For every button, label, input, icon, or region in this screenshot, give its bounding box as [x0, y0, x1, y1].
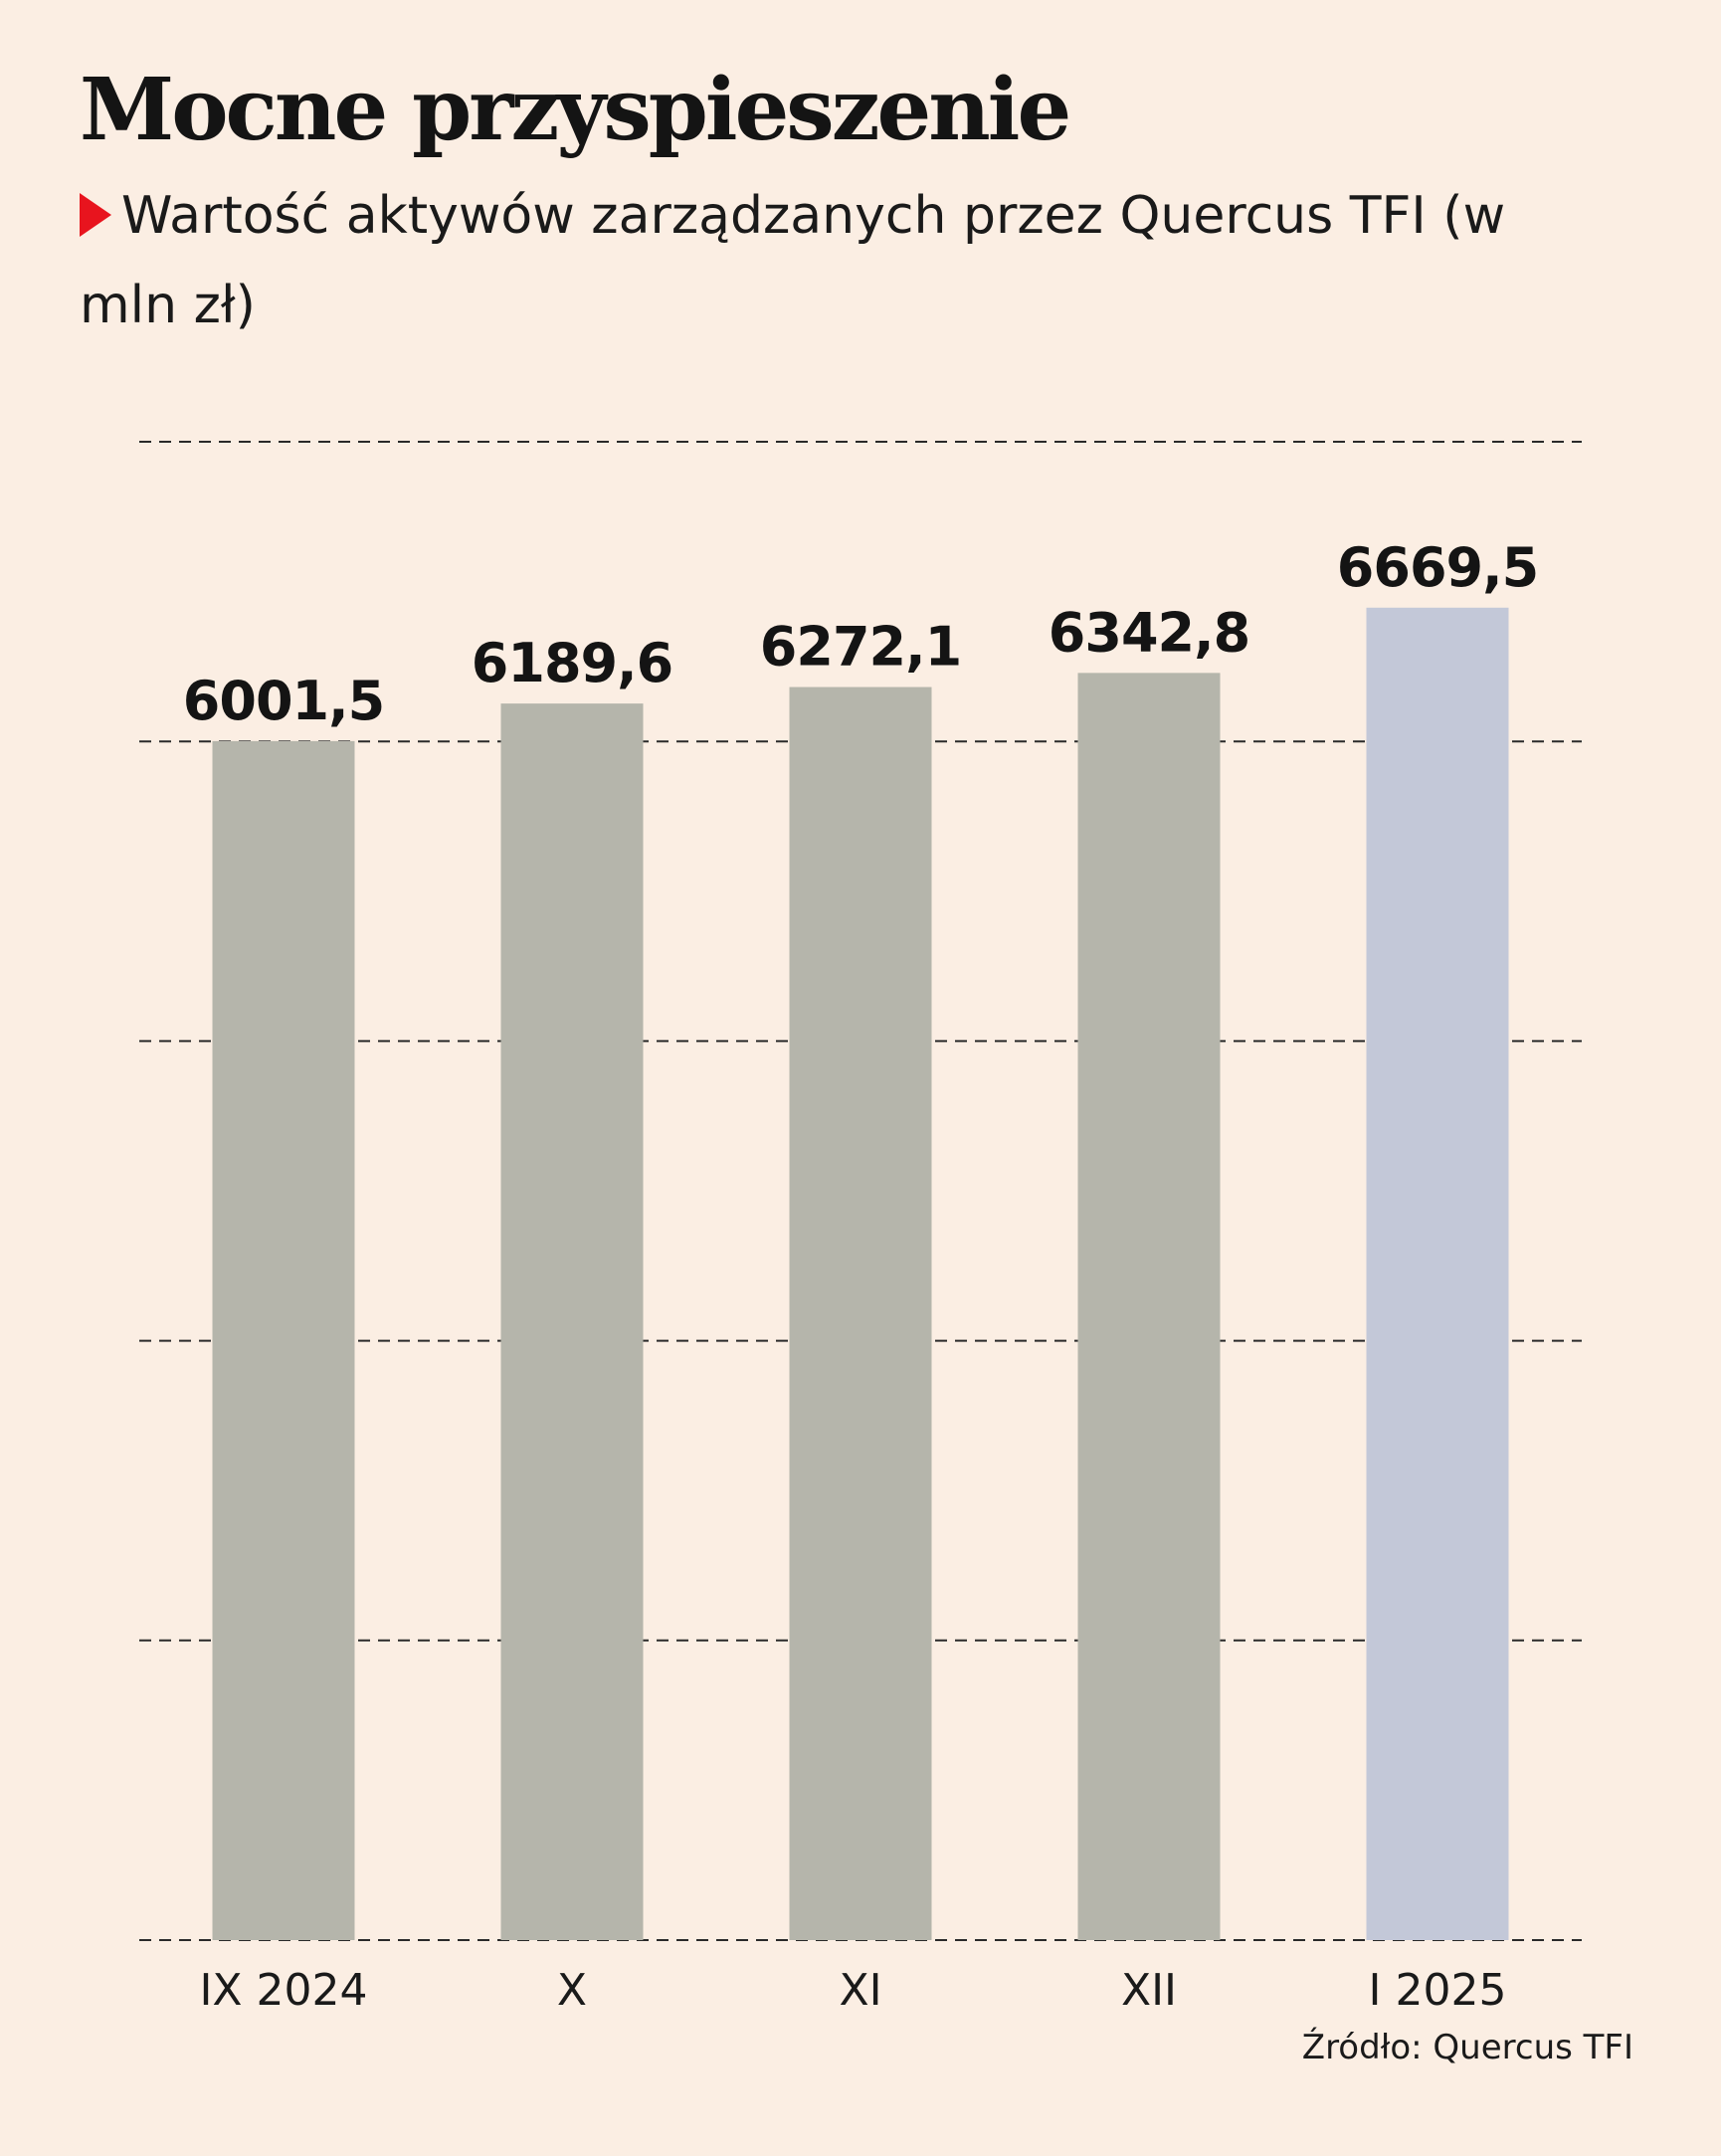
- bar-1: [500, 703, 644, 1940]
- value-label-2: 6272,1: [760, 616, 961, 679]
- x-tick-label-2: XI: [839, 1965, 881, 2016]
- source-note: Źródło: Quercus TFI: [1301, 2028, 1633, 2067]
- chart-title: Mocne przyspieszenie: [80, 60, 1071, 160]
- x-tick-label-3: XII: [1121, 1965, 1177, 2016]
- value-label-0: 6001,5: [183, 670, 384, 732]
- x-axis-ticks: IX 2024 X XI XII I 2025: [199, 1965, 1506, 2016]
- bar-4: [1366, 607, 1509, 1940]
- value-labels: 6001,5 6189,6 6272,1 6342,8 6669,5: [183, 536, 1539, 732]
- bar-2: [789, 686, 932, 1941]
- bar-3: [1077, 673, 1221, 1941]
- value-label-3: 6342,8: [1049, 601, 1249, 664]
- value-label-1: 6189,6: [472, 632, 672, 694]
- value-label-4: 6669,5: [1337, 536, 1538, 599]
- bar-0: [212, 740, 355, 1940]
- chart-subtitle-text: Wartość aktywów zarządzanych przez Querc…: [80, 186, 1506, 335]
- chart-subtitle: Wartość aktywów zarządzanych przez Querc…: [80, 171, 1592, 350]
- x-tick-label-4: I 2025: [1369, 1965, 1507, 2016]
- bars: [212, 607, 1509, 1941]
- x-tick-label-0: IX 2024: [199, 1965, 367, 2016]
- play-triangle-icon: [80, 193, 111, 237]
- x-tick-label-1: X: [557, 1965, 587, 2016]
